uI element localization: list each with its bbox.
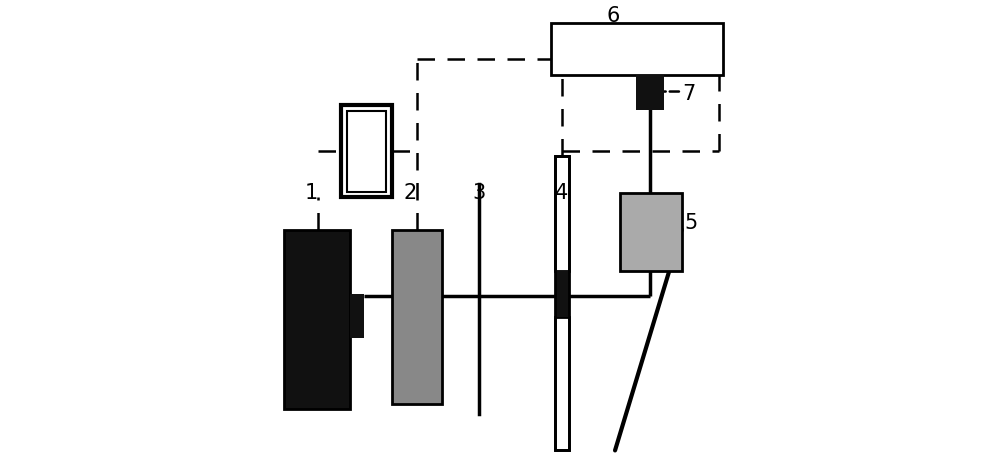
- Bar: [350, 294, 364, 338]
- Bar: [551, 23, 723, 75]
- Bar: [347, 111, 386, 192]
- Text: 2: 2: [404, 183, 417, 203]
- Text: 6: 6: [606, 6, 619, 26]
- Bar: [341, 105, 392, 197]
- Bar: [555, 317, 569, 450]
- Text: 7: 7: [682, 84, 695, 104]
- Text: 5: 5: [684, 213, 698, 233]
- Text: 4: 4: [555, 183, 569, 203]
- Text: 1: 1: [305, 183, 318, 203]
- Bar: [555, 156, 569, 450]
- Text: 3: 3: [473, 183, 486, 203]
- Bar: [284, 229, 350, 409]
- Bar: [392, 229, 442, 404]
- Bar: [555, 271, 569, 317]
- Bar: [636, 75, 664, 110]
- Bar: [555, 156, 569, 271]
- Bar: [620, 193, 682, 271]
